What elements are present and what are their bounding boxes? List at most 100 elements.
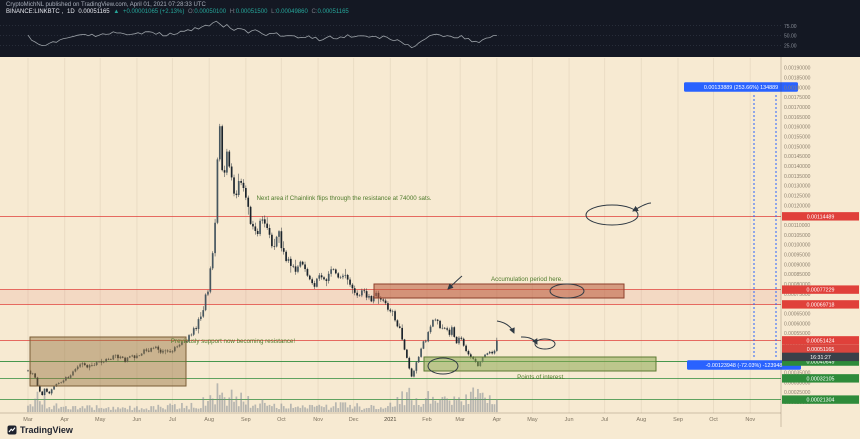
- close-value: 0.00051165: [317, 9, 349, 15]
- drawing-zones[interactable]: [29, 283, 657, 387]
- price-axis-label: 0.00090000: [784, 262, 811, 268]
- support-price-chip: 0.00040649: [782, 357, 859, 366]
- annotation-text: Points of interest.: [517, 374, 565, 381]
- timeframe-label[interactable]: 1D: [67, 9, 75, 15]
- tradingview-wordmark: TradingView: [20, 425, 73, 435]
- drawing-shapes[interactable]: [427, 202, 652, 375]
- resistance-price-chip: 0.00069718: [782, 300, 859, 309]
- price-axis-label: 0.00145000: [784, 154, 811, 160]
- time-axis-label: Jul: [169, 417, 176, 423]
- tradingview-icon: [7, 425, 17, 435]
- time-axis-label: Sep: [673, 417, 683, 423]
- time-axis-label: Sep: [241, 417, 251, 423]
- rsi-level-label: 50.00: [784, 34, 797, 40]
- rsi-level-label: 25.00: [784, 43, 797, 49]
- price-axis-label: 0.00085000: [784, 272, 811, 278]
- time-axis-label: Apr: [60, 417, 69, 423]
- svg-text:0.00040649: 0.00040649: [807, 360, 835, 366]
- open-value: 0.00050100: [194, 9, 227, 15]
- price-axis-label: 0.00060000: [784, 321, 811, 327]
- time-axis-label: Mar: [23, 417, 33, 423]
- accumulation-zone[interactable]: [373, 283, 625, 299]
- price-axis-label: 0.00125000: [784, 193, 811, 199]
- price-axis-label: 0.00120000: [784, 203, 811, 209]
- publish-byline: CryptoMichNL published on TradingView.co…: [6, 2, 206, 8]
- time-axis-label: May: [527, 417, 538, 423]
- low-value: 0.00049860: [276, 9, 308, 15]
- time-axis-label: Jun: [132, 417, 141, 423]
- time-axis-label: Mar: [455, 417, 465, 423]
- price-axis-label: 0.00180000: [784, 85, 811, 91]
- previous-support-zone[interactable]: [29, 336, 187, 387]
- rsi-line: [27, 20, 497, 49]
- price-axis-label: 0.00065000: [784, 311, 811, 317]
- arrow-drawing: [520, 336, 538, 345]
- price-range-tools[interactable]: 0.00133889 (253.66%) 134889 -0.00123948 (…: [684, 82, 801, 370]
- price-axis-label: 0.00130000: [784, 184, 811, 190]
- time-axis-label: Jul: [601, 417, 608, 423]
- candle-countdown-chip: 16:31:27: [782, 352, 859, 362]
- time-axis[interactable]: Mar Apr May Jun Jul Aug Sep Oct Nov Dec 2021 Feb Mar…: [23, 58, 755, 423]
- svg-text:16:31:27: 16:31:27: [810, 355, 831, 361]
- range-label-chip: [687, 360, 801, 370]
- price-axis-label: 0.00025000: [784, 390, 811, 396]
- svg-text:0.00069718: 0.00069718: [807, 302, 835, 308]
- ellipse-drawing: [585, 204, 639, 226]
- price-axis-label: 0.00150000: [784, 144, 811, 150]
- price-axis-label: 0.00135000: [784, 174, 811, 180]
- price-axis-label: 0.00055000: [784, 331, 811, 337]
- price-axis-label: 0.00095000: [784, 252, 811, 258]
- price-change: +0.00001065 (+2.13%): [122, 9, 185, 15]
- points-of-interest-zone[interactable]: [423, 356, 657, 372]
- svg-text:0.00051424: 0.00051424: [807, 338, 835, 344]
- annotations: Next area if Chainlink flips through the…: [171, 195, 565, 381]
- symbol-info-bar: BINANCE:LINKBTC, 1D 0.00051165 ▲ +0.0000…: [6, 9, 351, 15]
- price-axis-label: 0.00190000: [784, 66, 811, 72]
- price-axis-label: 0.00185000: [784, 75, 811, 81]
- close-label: C:: [311, 9, 318, 15]
- range-label-text: 0.00133889 (253.66%) 134889: [704, 85, 778, 91]
- annotation-text: Accumulation period here.: [491, 276, 563, 283]
- price-axis-label: 0.00075000: [784, 292, 811, 298]
- open-label: O:: [188, 9, 195, 15]
- price-axis-label: 0.00080000: [784, 282, 811, 288]
- rsi-pane: 75.00 50.00 25.00: [0, 20, 797, 49]
- svg-text:0.00051165: 0.00051165: [807, 347, 835, 353]
- support-price-chip: 0.00021304: [782, 395, 859, 404]
- svg-text:0.00032105: 0.00032105: [807, 376, 835, 382]
- svg-text:0.00114489: 0.00114489: [807, 214, 835, 220]
- range-label-text: -0.00123948 (-72.03%) -123948: [706, 363, 783, 369]
- arrow-drawing: [447, 275, 463, 290]
- price-axis[interactable]: 0.000200000.000250000.000300000.00035000…: [0, 57, 859, 427]
- price-axis-label: 0.00170000: [784, 105, 811, 111]
- chart-header: CryptoMichNL published on TradingView.co…: [0, 0, 860, 57]
- svg-text:0.00021304: 0.00021304: [807, 398, 835, 404]
- tradingview-logo[interactable]: TradingView: [7, 425, 73, 435]
- time-axis-label: Feb: [422, 417, 431, 423]
- price-axis-label: 0.00160000: [784, 125, 811, 131]
- time-axis-label: Jun: [565, 417, 574, 423]
- symbol-sep: ,: [61, 9, 64, 15]
- price-axis-label: 0.00030000: [784, 380, 811, 386]
- time-axis-label: Nov: [313, 417, 323, 423]
- price-axis-label: 0.00100000: [784, 243, 811, 249]
- resistance-price-chip: 0.00051424: [782, 336, 859, 345]
- annotation-text: Next area if Chainlink flips through the…: [256, 195, 431, 202]
- annotation-text: Previously support now becoming resistan…: [171, 338, 295, 345]
- ellipse-drawing: [549, 283, 585, 299]
- time-axis-label: Oct: [277, 417, 286, 423]
- range-label-chip: [684, 82, 798, 92]
- price-axis-label: 0.00155000: [784, 134, 811, 140]
- price-axis-label: 0.00175000: [784, 95, 811, 101]
- time-axis-label: Aug: [636, 417, 646, 423]
- time-axis-label: Oct: [709, 417, 718, 423]
- time-axis-label: Aug: [204, 417, 214, 423]
- arrow-drawing: [632, 202, 652, 212]
- resistance-price-chip: 0.00114489: [782, 212, 859, 221]
- time-axis-label: May: [95, 417, 106, 423]
- last-price-chip: 0.00051165: [782, 344, 859, 354]
- symbol-name[interactable]: BINANCE:LINKBTC: [6, 9, 60, 15]
- time-axis-label: Nov: [745, 417, 755, 423]
